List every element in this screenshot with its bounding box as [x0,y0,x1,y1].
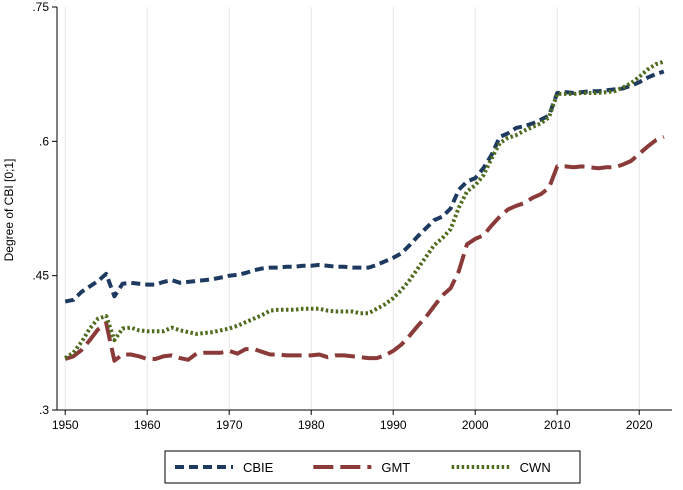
x-tick-label-1990: 1990 [380,418,407,432]
y-axis-title: Degree of CBI [0;1] [2,159,16,262]
x-tick-label-1960: 1960 [134,418,161,432]
x-tick-label-2010: 2010 [544,418,571,432]
legend-label-cwn: CWN [520,460,551,475]
y-tick-label-.3: .3 [39,403,49,417]
gridlines [64,7,640,410]
legend-label-cbie: CBIE [243,460,274,475]
series-line-cwn [64,59,665,360]
x-tick-label-2000: 2000 [462,418,489,432]
axes: .3 .45 .6 .75 1950 1960 1970 1980 1990 2000 2010 20… [32,0,672,432]
legend: CBIE GMT CWN [164,450,581,484]
x-tick-label-2020: 2020 [626,418,653,432]
x-tick-label-1950: 1950 [52,418,79,432]
y-tick-label-.45: .45 [32,269,49,283]
series-lines [64,59,665,363]
y-tick-label-.75: .75 [32,0,49,14]
x-tick-label-1980: 1980 [298,418,325,432]
y-tick-label-.6: .6 [39,134,49,148]
legend-label-gmt: GMT [381,460,410,475]
series-line-cbie [64,69,665,304]
series-line-gmt [64,135,665,363]
x-tick-label-1970: 1970 [216,418,243,432]
legend-box [164,450,581,484]
